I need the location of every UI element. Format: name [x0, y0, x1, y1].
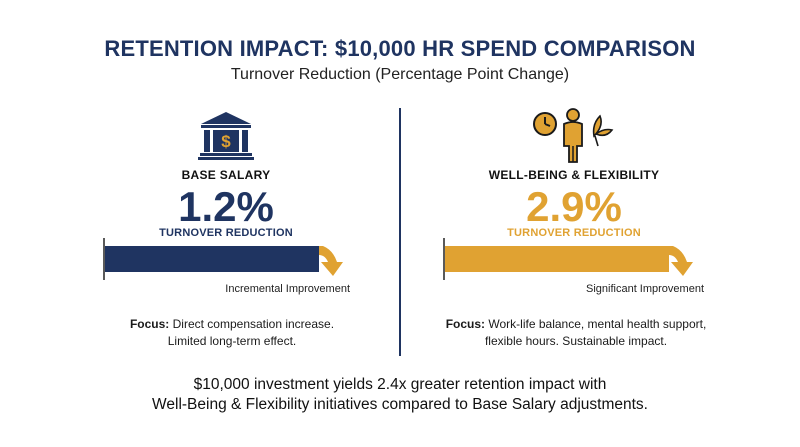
focus-description: Focus: Direct compensation increase. Lim… — [62, 316, 402, 350]
summary-line: $10,000 investment yields 2.4x greater r… — [193, 376, 607, 393]
clock-icon — [533, 112, 557, 136]
focus-description: Focus: Work-life balance, mental health … — [404, 316, 748, 350]
arrow-down-icon — [669, 246, 693, 276]
metric-label: TURNOVER REDUCTION — [159, 227, 293, 239]
arrow-down-icon — [319, 246, 343, 276]
value-label: 1.2% — [178, 183, 274, 230]
bar-well-being-flexibility — [445, 246, 669, 272]
focus-label: Focus: — [129, 317, 170, 331]
impact-note: Significant Improvement — [586, 283, 704, 295]
person-icon — [563, 108, 583, 163]
category-label: BASE SALARY — [181, 168, 271, 182]
leaves-icon — [592, 114, 614, 147]
work-life-balance-icon — [533, 108, 614, 163]
impact-note: Incremental Improvement — [225, 283, 350, 295]
summary-text: $10,000 investment yields 2.4x greater r… — [0, 375, 800, 415]
focus-label: Focus: — [445, 317, 486, 331]
page-title: RETENTION IMPACT: $10,000 HR SPEND COMPA… — [104, 36, 696, 61]
focus-text: Work-life balance, mental health support… — [488, 317, 707, 331]
summary-line: Well-Being & Flexibility initiatives com… — [152, 396, 648, 413]
category-label: WELL-BEING & FLEXIBILITY — [488, 168, 660, 182]
focus-text: Direct compensation increase. — [172, 317, 335, 331]
page-subtitle: Turnover Reduction (Percentage Point Cha… — [230, 66, 570, 83]
bar-base-salary — [105, 246, 319, 272]
focus-text: Limited long-term effect. — [167, 334, 297, 348]
value-label: 2.9% — [526, 183, 622, 230]
focus-text: flexible hours. Sustainable impact. — [484, 334, 668, 348]
bank-dollar-icon: $ — [198, 112, 254, 160]
metric-label: TURNOVER REDUCTION — [507, 227, 641, 239]
center-divider — [399, 108, 401, 356]
svg-text:$: $ — [221, 132, 231, 151]
